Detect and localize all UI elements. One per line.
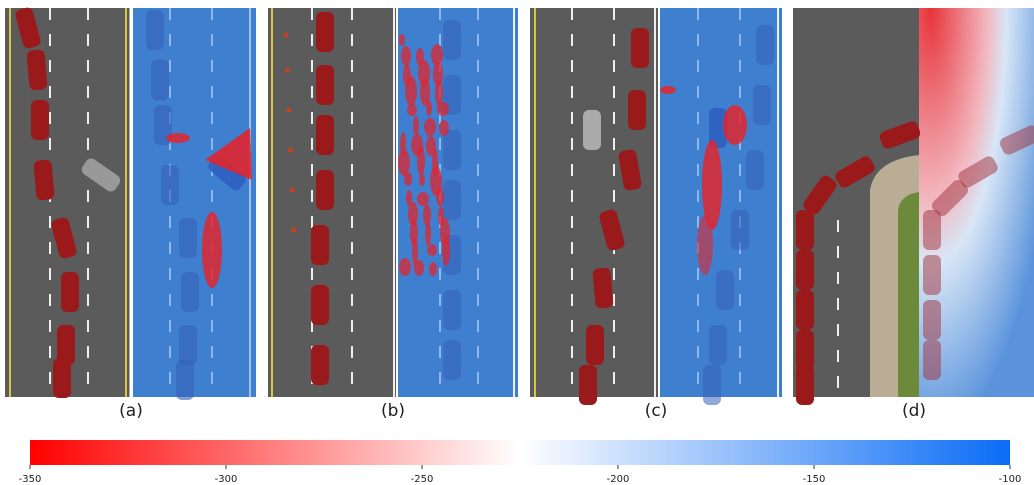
- heat-blob: [723, 105, 747, 145]
- car: [176, 360, 194, 400]
- car: [26, 49, 47, 90]
- heat-blob: [166, 133, 190, 143]
- heat-blob: [202, 212, 222, 288]
- car: [703, 365, 721, 405]
- heat-blob: [400, 132, 406, 156]
- heat-blob: [423, 204, 431, 226]
- car: [583, 110, 601, 150]
- heat-blob: [404, 172, 412, 186]
- car: [316, 170, 334, 210]
- car: [731, 210, 749, 250]
- car: [443, 180, 461, 220]
- heat-blob: [417, 146, 425, 176]
- car: [61, 272, 79, 312]
- tick-label: -150: [803, 474, 826, 485]
- heat-blob: [399, 34, 405, 46]
- heat-blob: [439, 120, 449, 136]
- car: [311, 285, 329, 325]
- heat-blob: [407, 104, 417, 116]
- car: [923, 255, 941, 295]
- grass: [898, 192, 919, 397]
- heat-blob: [408, 202, 418, 226]
- car: [161, 165, 179, 205]
- panel-label: (a): [119, 401, 143, 421]
- car: [316, 115, 334, 155]
- heat-blob: [418, 60, 430, 86]
- car: [923, 210, 941, 250]
- heat-blob: [436, 188, 444, 206]
- car: [33, 159, 54, 200]
- heat-blob: [427, 244, 437, 256]
- tick-label: -200: [607, 474, 630, 485]
- car: [179, 218, 197, 258]
- figure: (a) (b) (c) (d) -350 -300 -250 -200 -150 -100: [0, 0, 1034, 485]
- heat-blob: [424, 118, 436, 136]
- tick-label: -250: [411, 474, 434, 485]
- car: [179, 325, 197, 365]
- car: [756, 25, 774, 65]
- panel-label: (b): [381, 401, 405, 421]
- car: [31, 100, 49, 140]
- heat-blob: [660, 86, 676, 94]
- heat-blob: [413, 116, 419, 136]
- car: [316, 65, 334, 105]
- car: [146, 10, 164, 50]
- heat-blob: [419, 174, 425, 186]
- car: [796, 250, 814, 290]
- car: [716, 270, 734, 310]
- car: [53, 358, 71, 398]
- car: [311, 225, 329, 265]
- car: [579, 365, 597, 405]
- car: [796, 330, 814, 370]
- tick-label: -300: [215, 474, 238, 485]
- marker: [291, 228, 296, 233]
- car: [311, 345, 329, 385]
- colorbar: -350 -300 -250 -200 -150 -100: [19, 440, 1022, 485]
- marker: [285, 68, 290, 73]
- panel-label: (c): [645, 401, 668, 421]
- car: [923, 340, 941, 380]
- heat-blob: [414, 260, 424, 276]
- heat-blob: [429, 262, 437, 276]
- car: [923, 300, 941, 340]
- car: [753, 85, 771, 125]
- car: [796, 210, 814, 250]
- heat-blob: [437, 102, 449, 116]
- car: [796, 290, 814, 330]
- panels: [5, 6, 1034, 405]
- colorbar-gradient: [30, 440, 1010, 465]
- car: [592, 267, 613, 308]
- heat-blob: [417, 192, 429, 206]
- heat-blob: [399, 258, 411, 276]
- car: [151, 60, 169, 100]
- car: [443, 290, 461, 330]
- car: [709, 325, 727, 365]
- car: [443, 340, 461, 380]
- panel-label: (d): [902, 401, 926, 421]
- heat-blob: [440, 218, 450, 246]
- heat-blob: [697, 215, 713, 275]
- heat-blob: [431, 44, 443, 66]
- tick-label: -350: [19, 474, 42, 485]
- page: {"panels": [{"label": "(a)"}, {"label": …: [0, 0, 1034, 485]
- car: [181, 272, 199, 312]
- heat-blob: [432, 148, 438, 176]
- car: [628, 90, 646, 130]
- car: [443, 20, 461, 60]
- car: [586, 325, 604, 365]
- car: [746, 150, 764, 190]
- marker: [287, 108, 292, 113]
- heat-blob: [426, 100, 432, 116]
- marker: [288, 148, 293, 153]
- heat-blob: [405, 76, 417, 106]
- car: [443, 130, 461, 170]
- car: [316, 12, 334, 52]
- car: [631, 28, 649, 68]
- tick-label: -100: [999, 474, 1022, 485]
- car: [796, 365, 814, 405]
- marker: [290, 188, 295, 193]
- marker: [284, 33, 289, 38]
- heat-blob: [401, 46, 411, 66]
